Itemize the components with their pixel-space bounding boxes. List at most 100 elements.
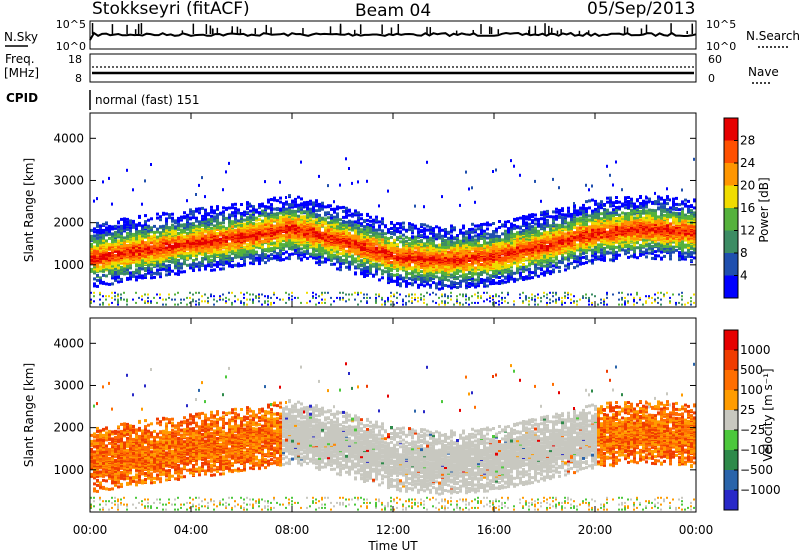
power-cell xyxy=(174,248,177,252)
power-cell xyxy=(165,253,168,257)
power-cell xyxy=(282,258,285,262)
power-cell xyxy=(309,207,312,211)
power-cell xyxy=(153,255,156,259)
power-cell xyxy=(429,283,432,287)
power-cell xyxy=(126,271,129,275)
power-cell xyxy=(264,232,267,236)
power-cell xyxy=(345,157,347,161)
power-cell xyxy=(297,238,300,242)
power-cell xyxy=(360,228,363,232)
power-cell xyxy=(282,217,285,221)
power-cell xyxy=(198,303,200,306)
power-cell xyxy=(432,234,435,238)
power-cell xyxy=(483,257,486,261)
power-cell xyxy=(429,248,432,252)
power-cell xyxy=(183,251,186,255)
power-cell xyxy=(174,221,177,225)
power-cell xyxy=(321,246,324,250)
power-cell xyxy=(354,257,357,261)
power-cell xyxy=(444,303,446,306)
power-cell xyxy=(441,300,443,303)
power-cell xyxy=(225,226,228,230)
power-cell xyxy=(252,301,254,304)
power-cell xyxy=(336,212,339,216)
power-cell xyxy=(381,229,384,233)
power-cell xyxy=(300,238,303,242)
power-cell xyxy=(156,251,159,255)
power-cell xyxy=(297,241,300,245)
power-cell xyxy=(447,245,450,249)
power-cell xyxy=(483,291,485,294)
power-cell xyxy=(264,301,266,304)
power-cell xyxy=(348,247,351,251)
power-cell xyxy=(339,222,342,226)
power-cell xyxy=(480,223,483,226)
power-cell xyxy=(471,282,474,286)
power-cell xyxy=(192,229,195,232)
power-cell xyxy=(348,262,351,266)
power-cell xyxy=(300,236,303,240)
power-cell xyxy=(162,231,165,235)
power-cell xyxy=(369,230,372,234)
power-cell xyxy=(408,242,411,246)
power-cell xyxy=(480,266,483,269)
power-cell xyxy=(351,247,354,251)
power-cell xyxy=(207,263,210,267)
power-cell xyxy=(354,209,357,213)
power-cell xyxy=(378,235,381,239)
power-cell xyxy=(456,282,459,285)
power-cell xyxy=(417,283,420,287)
power-cell xyxy=(123,291,125,294)
power-cell xyxy=(240,264,243,267)
power-cell xyxy=(279,248,282,252)
power-cell xyxy=(102,303,104,306)
power-cell xyxy=(204,252,207,256)
power-cell xyxy=(105,282,108,286)
power-cell xyxy=(255,218,258,222)
power-cell xyxy=(321,240,324,244)
power-cell xyxy=(342,258,345,262)
power-cell xyxy=(180,262,183,266)
power-cell xyxy=(111,202,113,206)
power-cell xyxy=(108,282,111,286)
power-cell xyxy=(315,199,318,203)
power-cell xyxy=(297,203,300,207)
power-cell xyxy=(444,253,447,256)
power-cell xyxy=(315,241,318,245)
power-cell xyxy=(96,197,98,201)
power-cell xyxy=(459,269,462,273)
power-cell xyxy=(372,262,375,266)
power-cell xyxy=(135,252,138,256)
power-cell xyxy=(384,300,386,303)
power-cell xyxy=(474,234,477,238)
power-cell xyxy=(438,267,441,271)
power-cell xyxy=(333,253,336,257)
power-cell xyxy=(210,205,213,209)
power-cell xyxy=(381,245,384,249)
power-cell xyxy=(243,255,246,259)
power-cell xyxy=(417,230,420,234)
power-cell xyxy=(93,265,96,269)
power-cell xyxy=(141,202,143,206)
power-cell xyxy=(174,253,177,257)
power-cell xyxy=(210,268,213,272)
power-cell xyxy=(141,229,144,233)
power-cell xyxy=(474,278,477,282)
power-cell xyxy=(177,218,180,222)
power-cell xyxy=(282,223,285,227)
power-cell xyxy=(321,291,323,294)
power-cell xyxy=(423,273,426,277)
power-cell xyxy=(444,239,447,242)
power-cell xyxy=(213,256,216,260)
power-cell xyxy=(177,238,180,242)
power-cell xyxy=(366,179,368,183)
power-cell xyxy=(207,249,210,253)
power-cell xyxy=(303,230,306,234)
power-cell xyxy=(468,263,471,266)
power-cell xyxy=(153,296,155,299)
power-cell xyxy=(327,184,329,188)
power-cell xyxy=(321,260,324,264)
power-cell xyxy=(330,207,333,211)
power-cell xyxy=(318,258,321,262)
power-cell xyxy=(393,238,396,242)
